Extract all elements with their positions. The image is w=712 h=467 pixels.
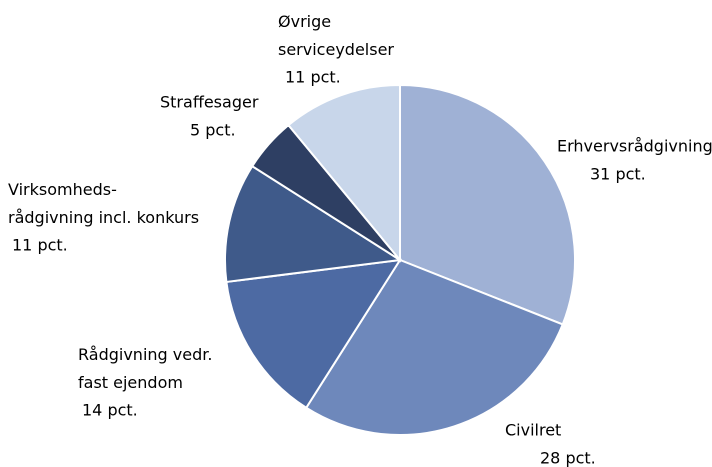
value-label: 11 pct.: [12, 236, 68, 255]
value-label: 28 pct.: [540, 449, 596, 467]
pie-slice: [225, 258, 402, 410]
slice-label: Virksomheds-rådgivning incl. konkurs: [8, 180, 199, 227]
slice-label: Straffesager: [160, 93, 259, 112]
value-label: 14 pct.: [82, 401, 138, 420]
pie-slice: [399, 83, 576, 326]
slice-label: Civilret: [505, 421, 561, 440]
value-label: 11 pct.: [285, 68, 341, 87]
slice-label: Erhvervsrådgivning: [557, 137, 712, 156]
slice-label: Rådgivning vedr. fast ejendom: [78, 345, 212, 392]
value-label: 5 pct.: [190, 121, 236, 140]
pie-slice: [287, 83, 401, 263]
value-label: 31 pct.: [590, 165, 646, 184]
slice-label: Øvrige serviceydelser: [278, 12, 394, 59]
pie-slice: [304, 258, 565, 436]
pie-slice: [224, 164, 403, 284]
